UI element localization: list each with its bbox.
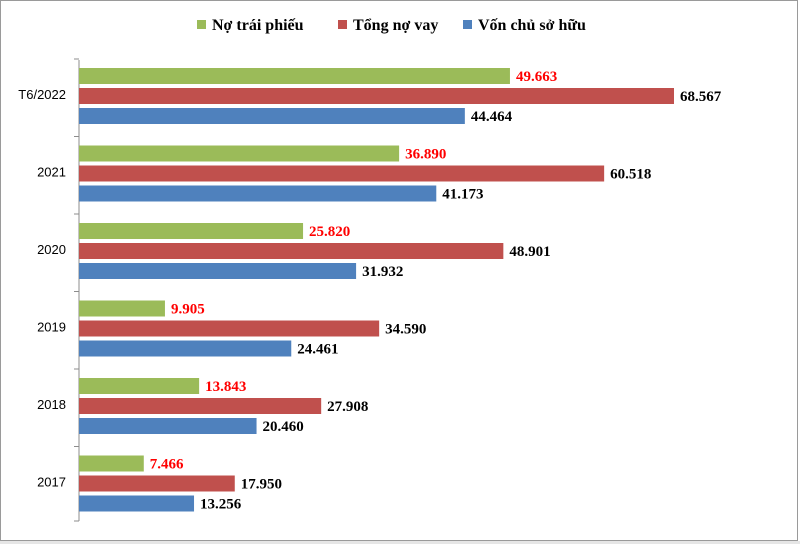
data-label-1: 34.590 — [385, 322, 426, 338]
data-label-2: 41.173 — [442, 187, 483, 203]
data-label-1: 17.950 — [241, 477, 282, 493]
bar-0 — [79, 455, 144, 472]
bar-2 — [79, 340, 292, 357]
bar-0 — [79, 145, 400, 162]
legend-swatch-2 — [463, 20, 472, 29]
bar-0 — [79, 378, 200, 394]
category-label: 2020 — [37, 242, 66, 257]
bar-0 — [79, 300, 165, 317]
bar-2 — [79, 108, 465, 124]
legend-swatch-0 — [197, 20, 206, 29]
legend-swatch-1 — [338, 20, 347, 29]
data-label-0: 36.890 — [405, 147, 446, 163]
category-label: 2017 — [37, 475, 66, 490]
legend-label-0: Nợ trái phiếu — [212, 17, 304, 34]
category-label: 2019 — [37, 320, 66, 335]
data-label-2: 20.460 — [263, 419, 304, 435]
bar-2 — [79, 495, 195, 512]
bar-2 — [79, 263, 357, 279]
legend-label-1: Tổng nợ vay — [353, 17, 438, 34]
data-label-1: 60.518 — [610, 167, 651, 183]
data-label-2: 44.464 — [471, 109, 513, 125]
bar-0 — [79, 68, 510, 84]
data-label-2: 24.461 — [297, 342, 338, 358]
category-label: 2018 — [37, 397, 66, 412]
bar-1 — [79, 165, 605, 182]
bar-1 — [79, 475, 235, 492]
data-label-2: 31.932 — [362, 264, 403, 280]
bar-1 — [79, 320, 380, 337]
category-label: 2021 — [37, 165, 66, 180]
bar-1 — [79, 243, 504, 259]
data-label-0: 7.466 — [150, 457, 184, 473]
data-label-0: 25.820 — [309, 224, 350, 240]
category-label: T6/2022 — [18, 87, 66, 102]
bar-2 — [79, 418, 257, 434]
data-label-2: 13.256 — [200, 497, 242, 513]
bar-1 — [79, 88, 674, 104]
data-label-1: 68.567 — [680, 89, 722, 105]
bar-1 — [79, 398, 322, 414]
legend-label-2: Vốn chủ sở hữu — [478, 17, 586, 34]
data-label-0: 9.905 — [171, 302, 205, 318]
data-label-0: 49.663 — [516, 69, 557, 85]
bar-0 — [79, 223, 304, 239]
data-label-1: 27.908 — [327, 399, 368, 415]
data-label-0: 13.843 — [205, 379, 246, 395]
bar-2 — [79, 185, 437, 202]
data-label-1: 48.901 — [509, 244, 550, 260]
sheet-strip — [0, 541, 800, 544]
